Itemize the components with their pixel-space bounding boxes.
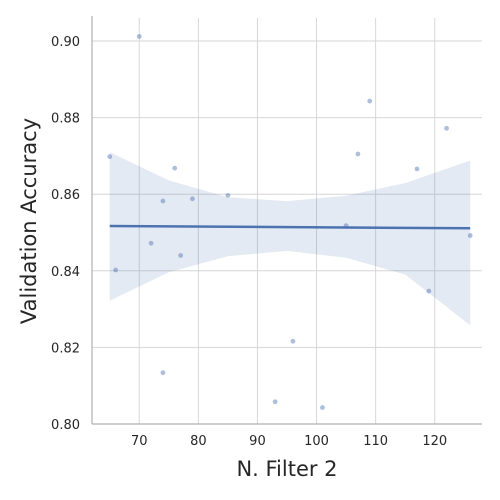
y-tick-label: 0.84 xyxy=(51,265,80,280)
regression-line xyxy=(109,224,471,230)
y-tick-label: 0.80 xyxy=(51,418,80,433)
grid xyxy=(92,18,482,425)
data-point xyxy=(148,240,154,246)
tick-labels: 70 80 90 100 110 120 0.80 0.82 0.84 0.86 0.88 0.90 xyxy=(51,35,447,449)
data-point xyxy=(113,267,119,273)
y-axis-title: Validation Accuracy xyxy=(17,118,41,324)
data-point xyxy=(290,338,296,344)
data-point xyxy=(444,125,449,131)
data-point xyxy=(426,288,432,294)
data-point xyxy=(172,165,178,171)
data-point xyxy=(107,154,113,160)
y-tick-label: 0.90 xyxy=(51,35,80,50)
x-tick-label: 70 xyxy=(131,434,148,449)
data-point xyxy=(272,399,278,405)
data-point xyxy=(467,233,473,238)
data-point xyxy=(343,223,349,228)
y-tick-label: 0.86 xyxy=(51,188,80,203)
x-tick-label: 120 xyxy=(422,434,447,449)
x-tick-label: 80 xyxy=(190,434,207,449)
axes xyxy=(91,16,482,425)
x-tick-label: 90 xyxy=(249,434,266,449)
y-tick-label: 0.88 xyxy=(51,112,80,127)
data-point xyxy=(160,198,166,204)
data-point xyxy=(225,192,231,198)
y-tick-label: 0.82 xyxy=(51,341,80,356)
data-point xyxy=(414,166,420,172)
confidence-band xyxy=(109,152,471,326)
data-point xyxy=(355,151,361,157)
data-points xyxy=(107,33,473,410)
data-point xyxy=(178,253,184,258)
data-point xyxy=(190,196,195,202)
x-tick-label: 100 xyxy=(304,434,329,449)
data-point xyxy=(367,98,373,104)
x-axis-title: N. Filter 2 xyxy=(236,457,337,481)
data-point xyxy=(320,405,325,410)
x-tick-label: 110 xyxy=(363,434,388,449)
data-point xyxy=(136,33,142,39)
data-point xyxy=(160,370,166,376)
